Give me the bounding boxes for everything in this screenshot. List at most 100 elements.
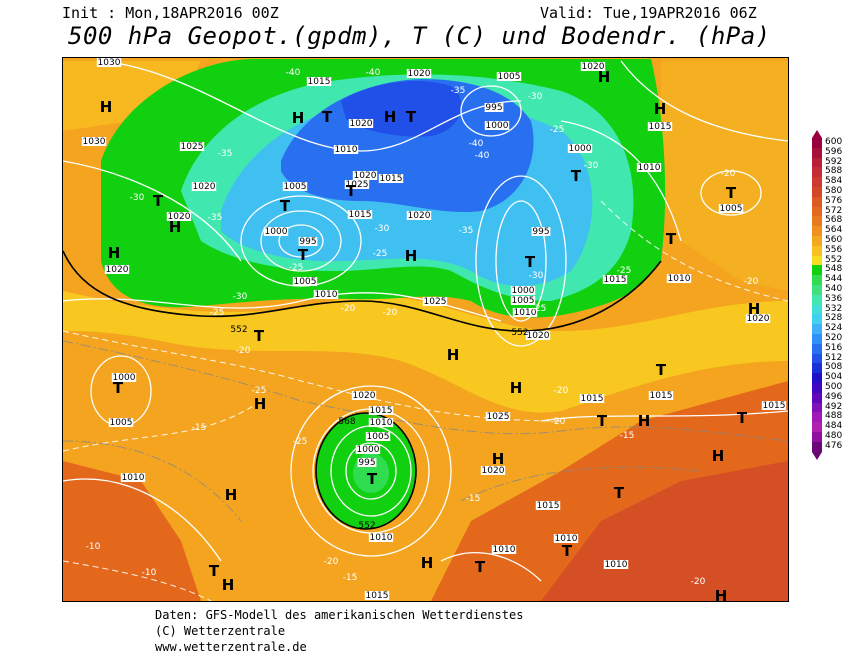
isobar-label-box <box>81 137 107 146</box>
temperature-label: -25 <box>550 125 565 135</box>
legend-swatch <box>812 294 822 305</box>
isobar-label-box <box>510 286 536 295</box>
isobar-label: 1020 <box>482 466 505 476</box>
temperature-label: -35 <box>459 226 474 236</box>
height-label: 552 <box>511 328 528 338</box>
isobar-label-box <box>496 72 522 81</box>
legend-row: 492 <box>812 402 850 413</box>
legend-value: 560 <box>825 235 843 245</box>
temperature-label: -40 <box>475 151 490 161</box>
footer-data-source: Daten: GFS-Modell des amerikanischen Wet… <box>155 608 524 622</box>
high-pressure-marker: H <box>169 218 182 236</box>
isobar-label: 1015 <box>370 406 393 416</box>
isobar-label-box <box>647 122 673 131</box>
isobar-label: 1000 <box>512 286 535 296</box>
legend-bottom-arrow-icon <box>812 451 822 460</box>
footer-copyright: (C) Wetterzentrale <box>155 624 286 638</box>
isobar-label-box <box>602 275 628 284</box>
isobar-label-box <box>484 121 510 130</box>
isobar-label-box <box>636 163 662 172</box>
temperature-labels: -40 -40-35-30-35-40-40-30-35-30 -35-25-30-… <box>86 68 759 587</box>
legend-value: 476 <box>825 440 843 451</box>
legend-value: 480 <box>825 431 843 441</box>
isobar-label-box <box>761 401 787 410</box>
isobar-label: 1015 <box>537 501 560 511</box>
legend-value: 588 <box>825 166 843 177</box>
legend-swatch <box>812 334 822 344</box>
legend-row: 488 <box>812 411 850 423</box>
temperature-label: -10 <box>86 542 101 552</box>
legend-swatch <box>812 226 822 236</box>
isobar-label: 1015 <box>366 591 389 601</box>
yellow-northeast <box>661 61 788 291</box>
yellow-northwest <box>63 61 201 131</box>
legend-swatch <box>812 216 822 227</box>
weather-map: 1030 1030 1025 1020 1020 1020 1015 1020 1020 1005… <box>62 57 789 602</box>
low-pressure-marker: T <box>656 361 667 379</box>
temperature-label: -15 <box>192 423 207 433</box>
legend-value: 496 <box>825 391 843 402</box>
valid-time: Valid: Tue,19APR2016 06Z <box>540 4 757 22</box>
isobar-label-box <box>292 277 318 286</box>
isobar-label-box <box>344 180 370 189</box>
isobar-label-box <box>580 62 606 71</box>
isobar-label-box <box>191 182 217 191</box>
isobar-label: 1010 <box>638 163 661 173</box>
legend-row: 564 <box>812 225 850 236</box>
high-pressure-marker: H <box>292 109 305 127</box>
temperature-label: -30 <box>584 161 599 171</box>
isobar-label: 1020 <box>408 69 431 79</box>
isobar-label-box <box>491 545 517 554</box>
legend-swatch <box>812 402 822 413</box>
isobar-label: 1010 <box>315 290 338 300</box>
legend-value: 576 <box>825 195 843 206</box>
low-pressure-marker: T <box>406 108 417 126</box>
height-label: 568 <box>338 417 355 427</box>
temperature-label: -15 <box>466 494 481 504</box>
isobar-label: 1025 <box>346 180 369 190</box>
isobar-label-box <box>166 212 192 221</box>
legend-value: 488 <box>825 411 843 422</box>
high-pressure-marker: H <box>225 486 238 504</box>
isobar-label-box <box>348 119 374 128</box>
legend-swatch <box>812 353 822 364</box>
warm-zone-deep <box>541 461 788 601</box>
isobar-label: 1020 <box>193 182 216 192</box>
temperature-label: -25 <box>373 249 388 259</box>
legend-swatch <box>812 343 822 354</box>
isobar-label: 1005 <box>498 72 521 82</box>
legend-swatch <box>812 304 822 315</box>
isobar-label: 995 <box>358 458 375 468</box>
isobar-label: 1000 <box>486 121 509 131</box>
legend-value: 580 <box>825 186 843 196</box>
isobar-label-box <box>351 391 377 400</box>
isotherms <box>63 200 788 601</box>
legend-swatch <box>812 236 822 246</box>
isobar-label: 1010 <box>370 418 393 428</box>
temperature-label: -20 <box>691 577 706 587</box>
low-pressure-marker: T <box>254 327 265 345</box>
legend-value: 592 <box>825 156 843 167</box>
temperature-label: -30 <box>529 271 544 281</box>
high-pressure-marker: H <box>384 108 397 126</box>
isobar-label: 1025 <box>181 142 204 152</box>
legend-row: 568 <box>812 215 850 227</box>
legend-swatch <box>812 196 822 207</box>
isobar-label: 995 <box>485 103 502 113</box>
low-pressure-marker: T <box>525 253 536 271</box>
warm-zone-southwest <box>63 461 201 601</box>
footer-website[interactable]: www.wetterzentrale.de <box>155 640 307 654</box>
isobar-label-box <box>378 174 404 183</box>
isobar-label-box <box>553 534 579 543</box>
isobar-label: 1010 <box>555 534 578 544</box>
legend-swatch <box>812 138 822 148</box>
isobar-label-box <box>648 391 674 400</box>
legend-row: 516 <box>812 343 850 354</box>
low-pressure-marker: T <box>113 379 124 397</box>
yellow-band <box>63 291 788 413</box>
isobar-label: 1020 <box>582 62 605 72</box>
high-pressure-marker: H <box>510 379 523 397</box>
temperature-label: -20 <box>383 308 398 318</box>
isobar-label-box <box>510 296 536 305</box>
isobar-label: 1010 <box>514 308 537 318</box>
